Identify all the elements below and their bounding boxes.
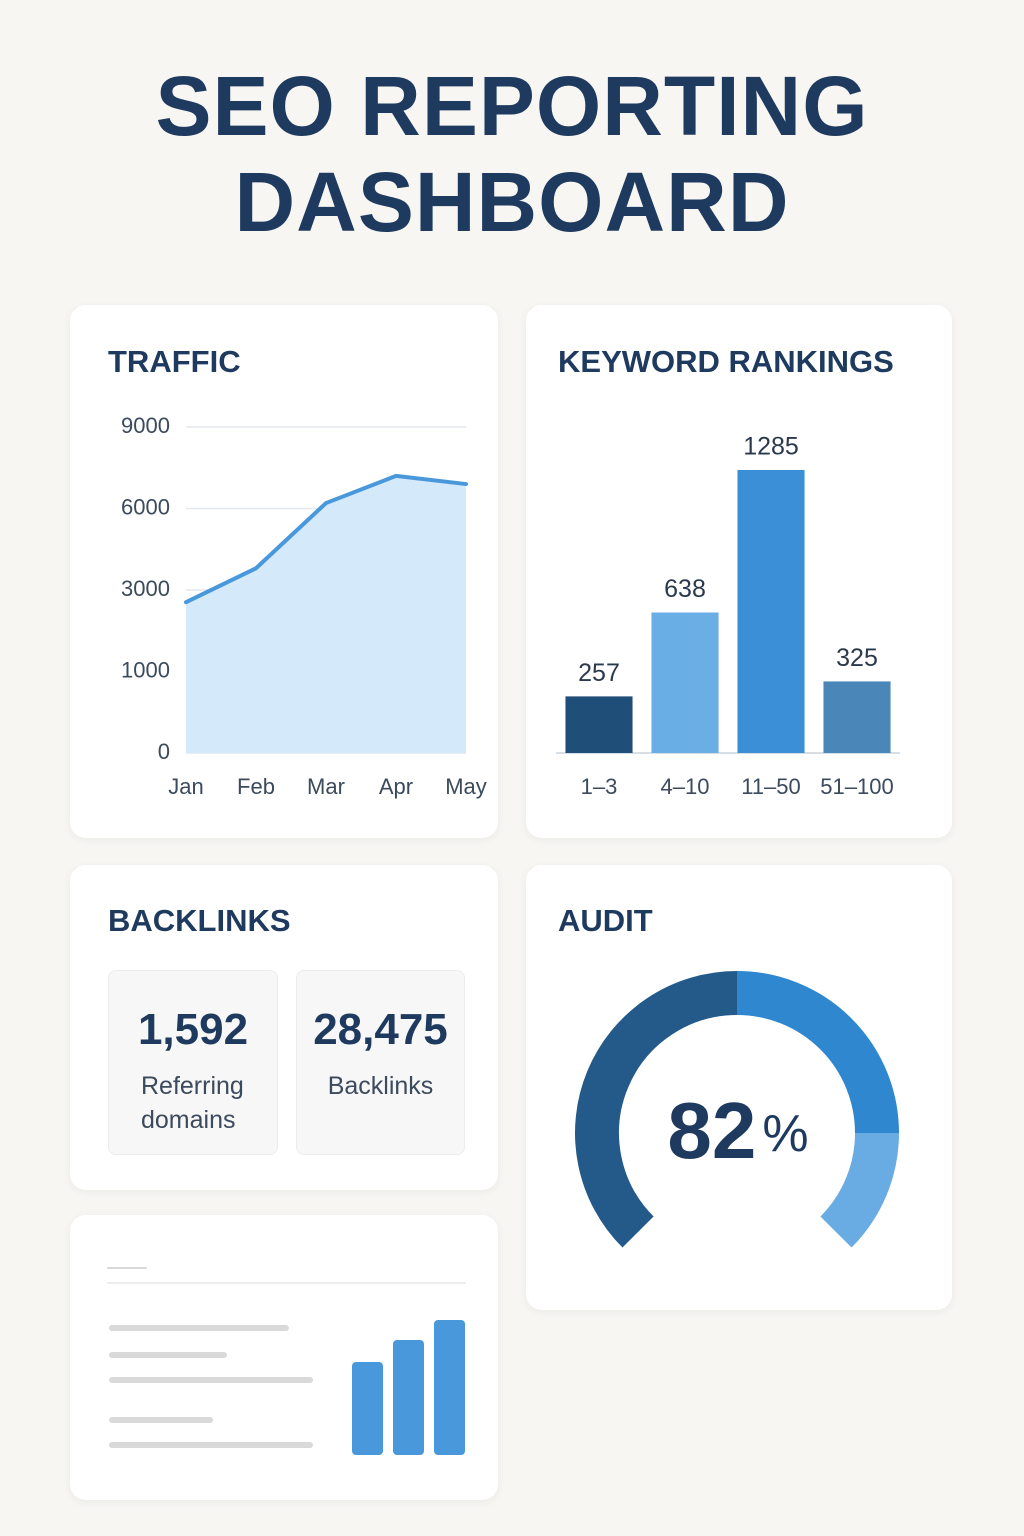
placeholder-bar bbox=[434, 1320, 465, 1455]
x-tick-label: 11–50 bbox=[741, 774, 801, 799]
stat-value: 28,475 bbox=[313, 1005, 448, 1054]
value-label: 325 bbox=[836, 644, 878, 672]
bar bbox=[823, 681, 891, 753]
x-tick-label: Feb bbox=[237, 774, 275, 799]
y-tick-label: 1000 bbox=[121, 657, 170, 682]
audit-unit: % bbox=[762, 1105, 808, 1163]
y-tick-label: 9000 bbox=[121, 413, 170, 438]
stat-label: Referring domains bbox=[141, 1072, 244, 1134]
audit-value: 82 bbox=[667, 1086, 756, 1175]
x-tick-label: 4–10 bbox=[661, 774, 710, 799]
stat-box: 28,475 Backlinks bbox=[296, 970, 465, 1155]
bar bbox=[565, 696, 633, 753]
x-tick-label: Jan bbox=[168, 774, 203, 799]
gauge-segment bbox=[736, 971, 899, 1134]
stat-value: 1,592 bbox=[137, 1005, 249, 1054]
bar bbox=[737, 470, 805, 753]
value-label: 638 bbox=[664, 575, 706, 603]
card-title: AUDIT bbox=[558, 903, 653, 938]
line bbox=[184, 473, 468, 605]
card-title: BACKLINKS bbox=[108, 903, 291, 938]
placeholder-bar bbox=[352, 1362, 383, 1455]
audit-score: 82% bbox=[667, 1086, 808, 1175]
x-tick-label: Apr bbox=[379, 774, 413, 799]
x-tick-label: Mar bbox=[307, 774, 345, 799]
page-title: SEO REPORTING DASHBOARD bbox=[155, 59, 869, 249]
placeholder-bar bbox=[393, 1340, 424, 1455]
placeholder bbox=[107, 1267, 466, 1455]
x-tick-label: 51–100 bbox=[820, 774, 893, 799]
value-label: 257 bbox=[578, 659, 620, 687]
gauge-segment bbox=[575, 971, 738, 1248]
area bbox=[186, 475, 466, 753]
stat-box: 1,592 Referring domains bbox=[108, 970, 278, 1155]
y-tick-label: 0 bbox=[158, 739, 170, 764]
stat-label: Backlinks bbox=[327, 1072, 434, 1100]
x-tick-label: May bbox=[445, 774, 487, 799]
bar bbox=[651, 612, 719, 753]
x-tick-label: 1–3 bbox=[581, 774, 618, 799]
card-title: TRAFFIC bbox=[108, 344, 241, 379]
y-tick-label: 6000 bbox=[121, 494, 170, 519]
placeholder-card bbox=[70, 1215, 498, 1500]
card-title: KEYWORD RANKINGS bbox=[558, 344, 894, 379]
gauge-segment bbox=[820, 1132, 899, 1248]
value-label: 1285 bbox=[743, 433, 799, 461]
y-tick-label: 3000 bbox=[121, 576, 170, 601]
